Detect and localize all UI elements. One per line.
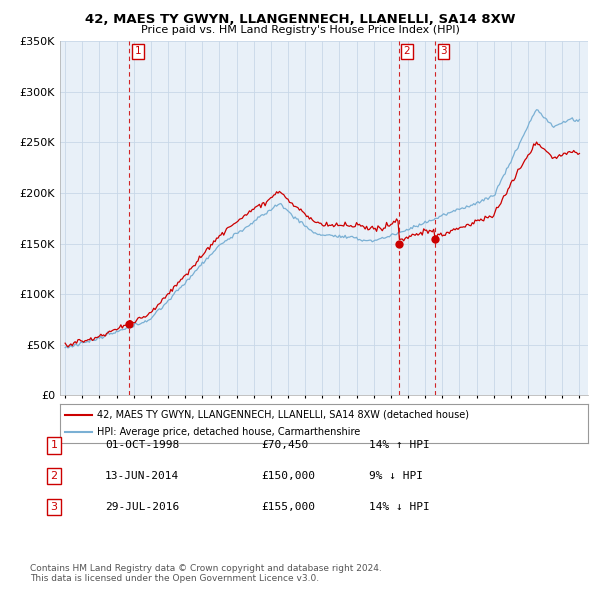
Text: £155,000: £155,000: [261, 502, 315, 512]
Text: 13-JUN-2014: 13-JUN-2014: [105, 471, 179, 481]
Text: Contains HM Land Registry data © Crown copyright and database right 2024.
This d: Contains HM Land Registry data © Crown c…: [30, 563, 382, 583]
Text: 1: 1: [134, 47, 141, 57]
Text: 42, MAES TY GWYN, LLANGENNECH, LLANELLI, SA14 8XW (detached house): 42, MAES TY GWYN, LLANGENNECH, LLANELLI,…: [97, 410, 469, 420]
Text: 3: 3: [50, 502, 58, 512]
Text: 01-OCT-1998: 01-OCT-1998: [105, 441, 179, 450]
Text: £150,000: £150,000: [261, 471, 315, 481]
Text: 14% ↓ HPI: 14% ↓ HPI: [369, 502, 430, 512]
Text: 2: 2: [404, 47, 410, 57]
Text: 14% ↑ HPI: 14% ↑ HPI: [369, 441, 430, 450]
Text: 29-JUL-2016: 29-JUL-2016: [105, 502, 179, 512]
Text: HPI: Average price, detached house, Carmarthenshire: HPI: Average price, detached house, Carm…: [97, 427, 360, 437]
Text: 42, MAES TY GWYN, LLANGENNECH, LLANELLI, SA14 8XW: 42, MAES TY GWYN, LLANGENNECH, LLANELLI,…: [85, 13, 515, 26]
Text: 1: 1: [50, 441, 58, 450]
Text: 9% ↓ HPI: 9% ↓ HPI: [369, 471, 423, 481]
Text: Price paid vs. HM Land Registry's House Price Index (HPI): Price paid vs. HM Land Registry's House …: [140, 25, 460, 35]
Text: 2: 2: [50, 471, 58, 481]
Text: 3: 3: [440, 47, 447, 57]
Text: £70,450: £70,450: [261, 441, 308, 450]
